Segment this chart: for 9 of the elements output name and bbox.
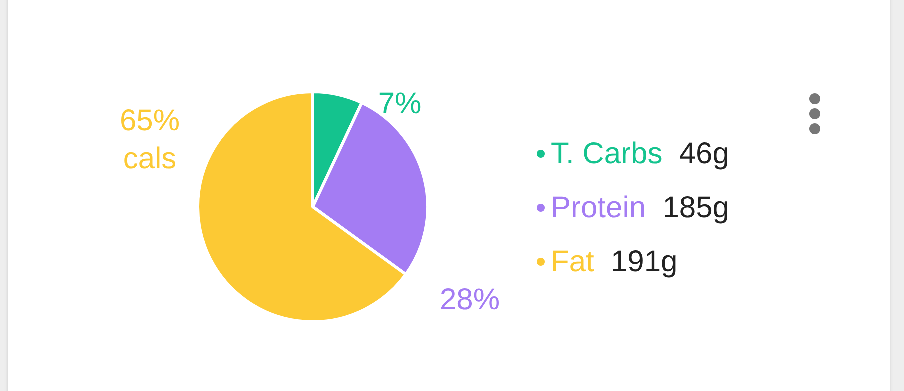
data-label: 65% cals [120,104,180,176]
text: 191g [611,246,678,278]
legend-label: Fat [551,246,612,278]
data-label: 28% [440,284,500,316]
legend-label: T. Carbs [551,138,680,170]
text: 185g [662,192,730,224]
legend-label: Protein [551,192,663,224]
data-label: 7% [378,88,422,120]
text: 46g [679,138,730,170]
